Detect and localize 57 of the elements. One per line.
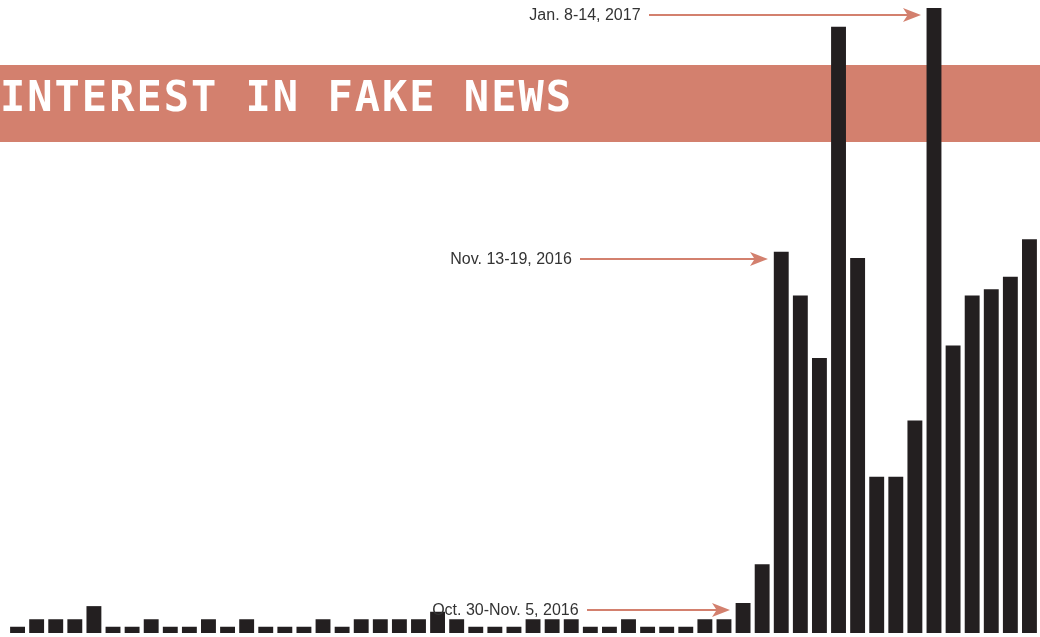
bar — [124, 626, 140, 633]
bar — [372, 619, 388, 633]
text: INTEREST IN FAKE NEWS — [0, 72, 574, 121]
bar — [277, 626, 293, 633]
bar — [449, 619, 465, 633]
bar — [659, 626, 675, 633]
bar — [983, 289, 999, 633]
bar — [525, 619, 541, 633]
bar — [201, 619, 216, 633]
bar — [754, 564, 770, 633]
bar — [926, 8, 942, 633]
bar — [391, 619, 407, 633]
bar — [582, 626, 598, 633]
bar — [239, 619, 255, 633]
bar — [1022, 239, 1037, 633]
bar — [29, 619, 45, 633]
bar — [67, 619, 83, 633]
bar — [697, 619, 713, 633]
bar — [964, 295, 980, 633]
bar — [544, 619, 560, 633]
bar — [181, 626, 197, 633]
bar — [258, 626, 274, 633]
bar — [10, 626, 25, 633]
bar — [487, 626, 503, 633]
bar — [621, 619, 636, 633]
bar — [220, 626, 236, 633]
annotation: Nov. 13-19, 2016 — [450, 249, 572, 268]
bar — [811, 358, 827, 633]
bar — [601, 626, 617, 633]
bar — [869, 476, 885, 633]
bar — [716, 619, 732, 633]
bar — [315, 619, 331, 633]
bar — [1002, 276, 1018, 633]
bar — [334, 626, 350, 633]
annotation: Oct. 30-Nov. 5, 2016 — [432, 601, 579, 619]
bar — [831, 26, 846, 633]
bar — [86, 606, 102, 633]
bar — [888, 476, 904, 633]
bar — [735, 603, 751, 633]
bar — [105, 626, 121, 633]
bar — [296, 626, 312, 633]
bar — [792, 295, 808, 633]
bar — [506, 626, 522, 633]
bar — [945, 345, 961, 633]
bar — [353, 619, 369, 633]
bar — [640, 626, 656, 633]
bar — [563, 619, 579, 633]
bar — [143, 619, 159, 633]
bar — [411, 619, 426, 633]
annotation: Jan. 8-14, 2017 — [529, 6, 641, 24]
bar — [162, 626, 178, 633]
bar — [468, 626, 484, 633]
bar — [48, 619, 64, 633]
bar — [773, 251, 789, 633]
bar — [907, 420, 923, 633]
bar — [678, 626, 694, 633]
bar — [850, 258, 866, 633]
